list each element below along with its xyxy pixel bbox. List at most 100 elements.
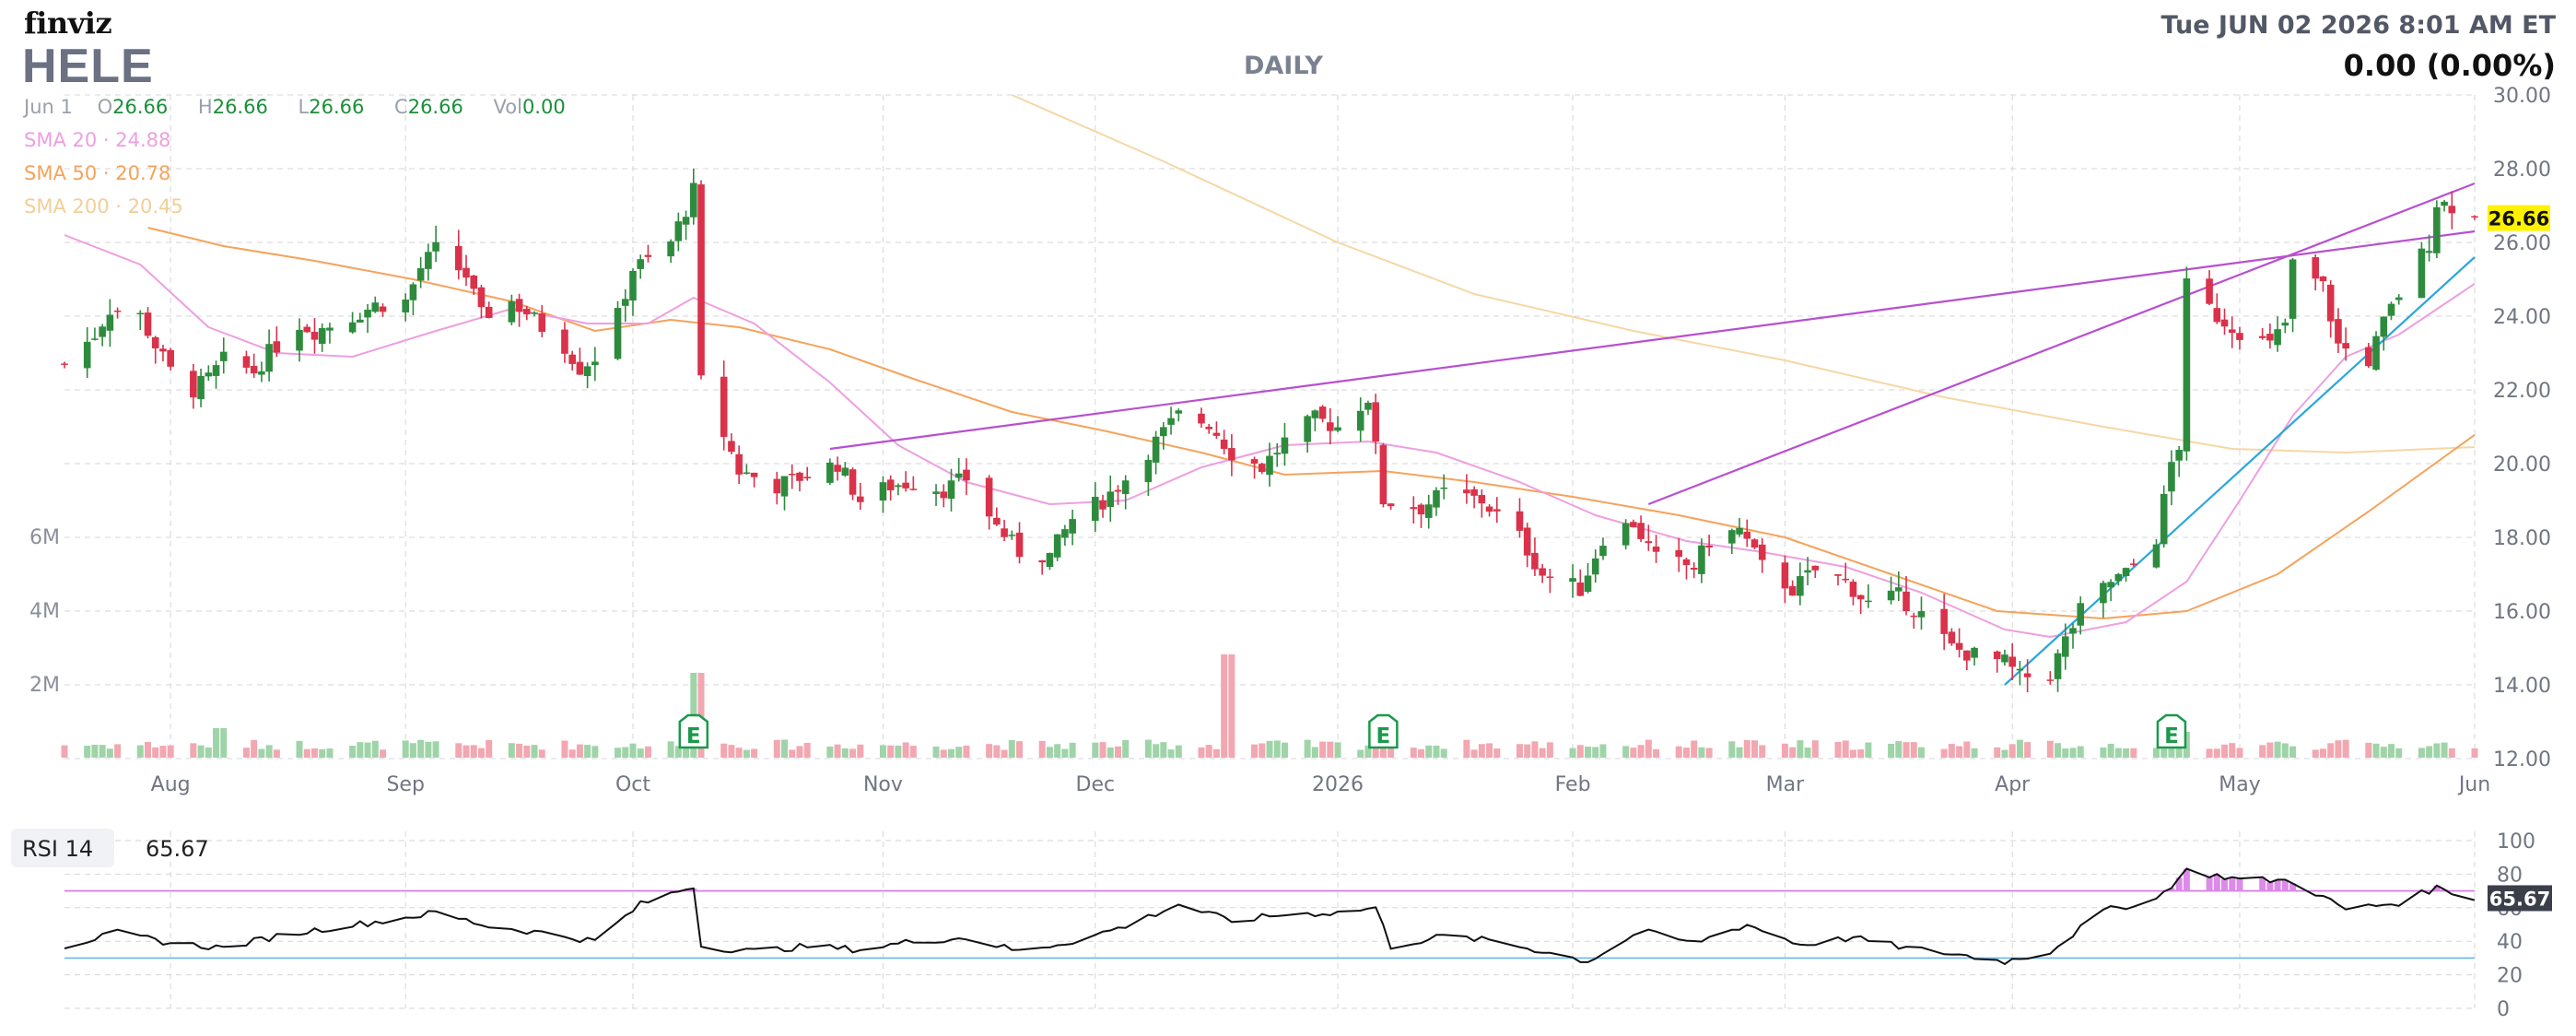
volume-bar [1811, 740, 1819, 758]
volume-bar [1221, 654, 1228, 758]
volume-bar [1281, 742, 1288, 758]
price-tick-label: 22.00 [2493, 380, 2551, 403]
candle-body [2023, 673, 2032, 677]
volume-bar [1311, 747, 1318, 758]
candle-body [2387, 303, 2395, 316]
candle [886, 475, 895, 501]
candle [159, 345, 167, 362]
candle [326, 323, 334, 344]
volume-bar [683, 742, 690, 758]
candle-body [91, 338, 99, 340]
candle-body [788, 474, 796, 476]
volume-bar [84, 745, 91, 758]
time-tick-label: Mar [1766, 773, 1805, 796]
candle [2228, 316, 2236, 348]
volume-bar [773, 739, 780, 758]
sma200-legend[interactable]: SMA 200 · 20.45 [24, 195, 183, 218]
candle [1516, 498, 1524, 538]
candle [1690, 562, 1698, 579]
volume-bar [1364, 745, 1372, 758]
price-tick-label: 20.00 [2493, 453, 2551, 477]
volume-bar [2213, 748, 2220, 758]
volume-bar [2319, 748, 2326, 758]
candle-body [1281, 437, 1289, 454]
candle [614, 300, 622, 360]
candle-body [2160, 493, 2168, 545]
volume-bar [2259, 745, 2266, 758]
candle-body [2380, 316, 2388, 337]
candle [2206, 270, 2213, 306]
candle [902, 471, 909, 492]
candle [1622, 519, 1630, 550]
volume-bar [1917, 747, 1925, 758]
candle [750, 472, 758, 488]
time-tick-label: Nov [863, 773, 903, 796]
candle-body [432, 241, 439, 252]
candle-body [2114, 573, 2123, 582]
volume-bar [986, 744, 993, 758]
candle [113, 307, 122, 319]
candle [735, 445, 743, 485]
volume-bar [1327, 741, 1334, 758]
candle [2274, 316, 2281, 352]
candle-body [1440, 487, 1448, 489]
timeframe-label[interactable]: DAILY [1244, 52, 1323, 80]
candle-body [425, 252, 432, 269]
volume-bar [751, 748, 758, 758]
candle [515, 293, 523, 327]
candle-body [2471, 216, 2478, 218]
candle-body [1781, 562, 1789, 589]
volume-bar [2055, 743, 2062, 758]
candle-body [1523, 527, 1531, 556]
finviz-logo[interactable]: finviz [24, 6, 112, 41]
rsi-label-box[interactable] [11, 829, 114, 867]
candle-body [2008, 656, 2016, 667]
volume-bar [470, 745, 477, 758]
ohlc-readout: Jun 1 O26.66 H26.66 L26.66 C26.66 Vol0.0… [24, 96, 590, 118]
candle-body [2183, 278, 2191, 452]
sma200-line [1011, 94, 2476, 453]
volume-bar [2152, 748, 2160, 758]
candle-body [296, 329, 303, 351]
price-change: 0.00 (0.00%) [2343, 48, 2556, 83]
candle [644, 244, 652, 263]
candle [2342, 327, 2349, 361]
candle [2387, 301, 2395, 321]
candle [99, 324, 106, 347]
candle-body [1804, 570, 1811, 573]
candle-body [515, 299, 523, 312]
volume-bar [834, 744, 841, 758]
candle-body [826, 462, 834, 483]
candle-body [2266, 334, 2274, 341]
sma20-line [64, 234, 2476, 638]
candle [2425, 234, 2433, 262]
candle-body [273, 341, 281, 353]
candle [1736, 518, 1743, 537]
candle [409, 282, 417, 315]
volume-bar [273, 749, 280, 758]
volume-bar [1122, 739, 1130, 758]
volume-bar [1751, 740, 1758, 758]
candle-body [985, 477, 993, 517]
candle [1531, 537, 1539, 576]
volume-bar [371, 740, 379, 758]
candle [1417, 503, 1425, 528]
volume-bar [1971, 748, 1978, 758]
candle-body [1228, 448, 1235, 461]
rsi-overbought-fill [683, 868, 2448, 891]
candle-body [1001, 528, 1008, 537]
candle-body [591, 361, 599, 366]
candle [780, 476, 789, 511]
candle-body [947, 480, 955, 500]
candle-body [796, 472, 803, 481]
sma20-legend[interactable]: SMA 20 · 24.88 [24, 129, 171, 151]
candle-body [735, 453, 743, 475]
candle [1152, 430, 1160, 475]
volume-bar [106, 748, 113, 758]
volume-bar [2183, 732, 2190, 758]
candle-body [1478, 495, 1486, 504]
candle [856, 482, 864, 511]
earnings-marker: E [678, 713, 709, 749]
sma50-legend[interactable]: SMA 50 · 20.78 [24, 162, 171, 184]
volume-bar [615, 748, 622, 758]
